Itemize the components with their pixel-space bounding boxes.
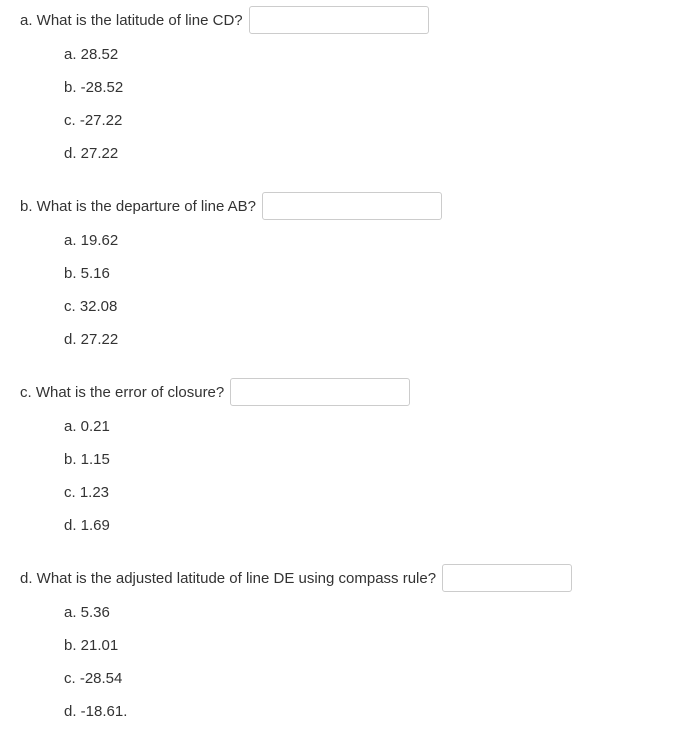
question-c-label: c. What is the error of closure?: [20, 382, 224, 403]
question-a-input[interactable]: [249, 6, 429, 34]
option-c-2: c. 1.23: [64, 482, 671, 503]
option-b-3: d. 27.22: [64, 329, 671, 350]
question-c-options: a. 0.21 b. 1.15 c. 1.23 d. 1.69: [20, 416, 671, 536]
question-b-input[interactable]: [262, 192, 442, 220]
question-d-options: a. 5.36 b. 21.01 c. -28.54 d. -18.61.: [20, 602, 671, 722]
question-a-label: a. What is the latitude of line CD?: [20, 10, 243, 31]
option-d-1: b. 21.01: [64, 635, 671, 656]
question-d-input[interactable]: [442, 564, 572, 592]
option-b-0: a. 19.62: [64, 230, 671, 251]
question-a-options: a. 28.52 b. -28.52 c. -27.22 d. 27.22: [20, 44, 671, 164]
option-a-0: a. 28.52: [64, 44, 671, 65]
question-c-row: c. What is the error of closure?: [20, 378, 671, 406]
option-a-3: d. 27.22: [64, 143, 671, 164]
option-c-1: b. 1.15: [64, 449, 671, 470]
question-c: c. What is the error of closure? a. 0.21…: [20, 378, 671, 536]
question-b-label: b. What is the departure of line AB?: [20, 196, 256, 217]
question-b-options: a. 19.62 b. 5.16 c. 32.08 d. 27.22: [20, 230, 671, 350]
option-b-2: c. 32.08: [64, 296, 671, 317]
option-a-1: b. -28.52: [64, 77, 671, 98]
option-c-0: a. 0.21: [64, 416, 671, 437]
option-b-1: b. 5.16: [64, 263, 671, 284]
option-d-2: c. -28.54: [64, 668, 671, 689]
option-d-3: d. -18.61.: [64, 701, 671, 722]
question-d-row: d. What is the adjusted latitude of line…: [20, 564, 671, 592]
question-d-label: d. What is the adjusted latitude of line…: [20, 568, 436, 589]
question-b: b. What is the departure of line AB? a. …: [20, 192, 671, 350]
question-d: d. What is the adjusted latitude of line…: [20, 564, 671, 722]
question-a-row: a. What is the latitude of line CD?: [20, 6, 671, 34]
option-d-0: a. 5.36: [64, 602, 671, 623]
question-b-row: b. What is the departure of line AB?: [20, 192, 671, 220]
question-a: a. What is the latitude of line CD? a. 2…: [20, 6, 671, 164]
question-c-input[interactable]: [230, 378, 410, 406]
option-a-2: c. -27.22: [64, 110, 671, 131]
option-c-3: d. 1.69: [64, 515, 671, 536]
